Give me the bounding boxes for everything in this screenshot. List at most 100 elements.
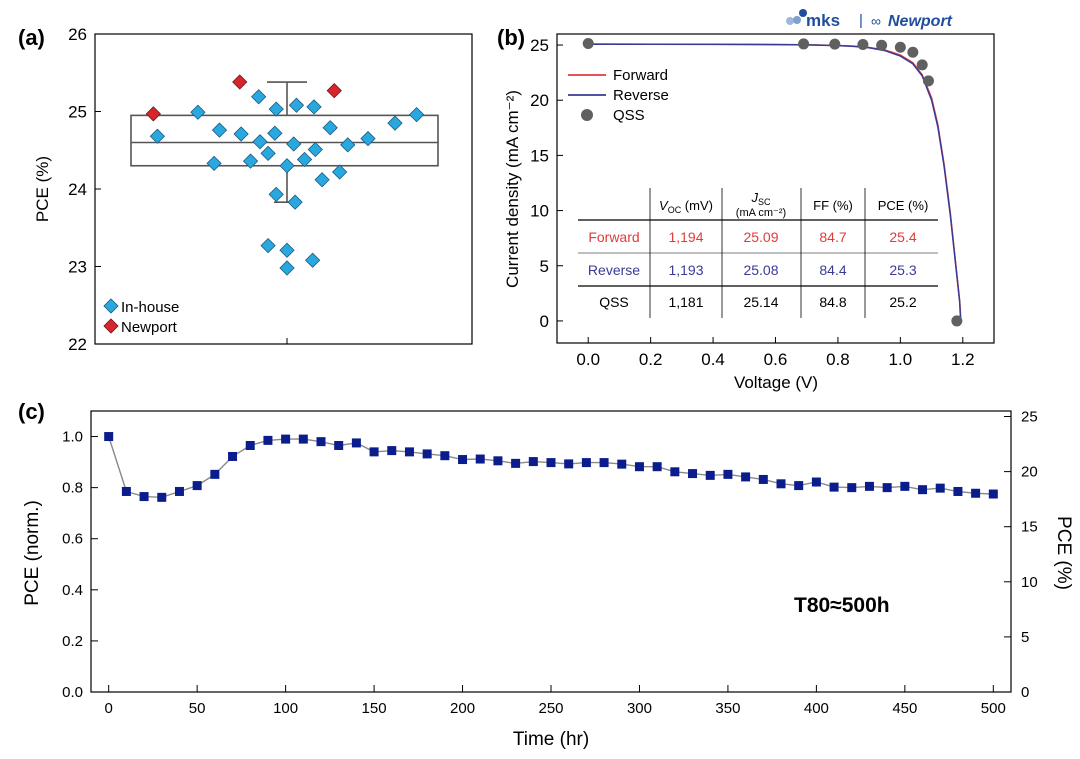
logo-newport-mark-icon: ∞ — [871, 13, 881, 29]
x-axis-label: Time (hr) — [513, 729, 589, 750]
data-point-newport — [145, 106, 161, 122]
data-point-in-house — [211, 122, 228, 138]
data-point-in-house — [267, 125, 283, 141]
data-points — [145, 74, 425, 276]
data-point — [228, 451, 238, 461]
data-point — [829, 482, 839, 492]
table-header-pce: PCE (%) — [878, 198, 929, 213]
logo-separator: | — [859, 12, 863, 29]
x-tick-label: 350 — [715, 700, 740, 717]
table-row-label: Forward — [588, 229, 639, 245]
data-point — [599, 458, 609, 468]
data-point — [971, 488, 981, 498]
data-point-newport — [326, 82, 342, 99]
y-axis-ticks: 22 23 24 25 26 — [68, 25, 288, 354]
y-tick-label-left: 0.0 — [62, 684, 83, 701]
table-cell: 25.09 — [743, 229, 778, 245]
data-point-in-house — [279, 242, 295, 258]
y-axis-label-right: PCE (%) — [1053, 516, 1074, 590]
table-header-jsc: JSC — [750, 190, 771, 207]
y-axis-label: Current density (mA cm⁻²) — [503, 90, 522, 288]
y-tick-label-right: 5 — [1021, 629, 1029, 646]
data-point-in-house — [287, 194, 303, 210]
y-tick-label-right: 20 — [1021, 464, 1038, 481]
data-point-qss — [951, 315, 963, 327]
table-header-jsc-unit: (mA cm⁻²) — [736, 207, 786, 219]
table-cell: 25.4 — [889, 229, 916, 245]
y-tick-label-right: 10 — [1021, 574, 1038, 591]
data-point — [935, 483, 945, 493]
data-point — [918, 485, 928, 495]
x-tick-label: 250 — [538, 700, 563, 717]
data-point-in-house — [286, 136, 302, 152]
data-point — [758, 474, 768, 484]
data-point — [422, 449, 432, 459]
data-point — [511, 458, 521, 468]
data-point — [864, 481, 874, 491]
x-tick-label: 1.0 — [889, 350, 913, 369]
data-point-in-house — [332, 164, 348, 180]
data-point-in-house — [251, 89, 267, 105]
y-tick-label-right: 15 — [1021, 519, 1038, 536]
mks-newport-logo: mks | ∞ Newport — [786, 9, 953, 30]
y-tick-label: 5 — [540, 257, 549, 276]
data-point — [882, 483, 892, 493]
parameter-table: VOC (mV) JSC (mA cm⁻²) FF (%) PCE (%) Fo… — [578, 188, 938, 318]
data-point — [953, 486, 963, 496]
data-point-in-house — [408, 106, 425, 123]
y-tick-label: 10 — [530, 202, 549, 221]
data-point — [334, 440, 344, 450]
table-header-voc: VOC (mV) — [659, 198, 713, 215]
data-point-qss — [876, 39, 888, 51]
data-point — [900, 481, 910, 491]
table-cell: 84.7 — [819, 229, 846, 245]
x-tick-label: 150 — [362, 700, 387, 717]
box-plot — [130, 81, 439, 203]
data-point — [351, 438, 361, 448]
y-tick-label-left: 0.2 — [62, 633, 83, 650]
data-point — [298, 434, 308, 444]
data-point-in-house — [260, 145, 276, 161]
legend-label-in-house: In-house — [121, 299, 179, 316]
data-point-in-house — [190, 104, 206, 120]
data-point-in-house — [322, 120, 338, 136]
logo-dot-icon — [786, 17, 794, 25]
y-tick-label: 0 — [540, 312, 549, 331]
data-point-in-house — [307, 141, 323, 158]
data-point — [705, 470, 715, 480]
data-point — [652, 462, 662, 472]
y-tick-label-left: 0.8 — [62, 480, 83, 497]
data-point-in-house — [268, 101, 284, 117]
data-point — [174, 486, 184, 496]
x-tick-label: 450 — [892, 700, 917, 717]
legend-marker-newport — [103, 318, 119, 334]
axis-ticks: 0.0 0.2 0.4 0.6 0.8 1.0 1.2 0 5 10 15 20 25 — [530, 36, 975, 369]
data-point-in-house — [314, 172, 330, 188]
y-tick-label: 15 — [530, 146, 549, 165]
data-point — [263, 435, 273, 445]
data-point-qss — [907, 46, 919, 58]
panel-label: (c) — [18, 399, 45, 424]
x-tick-label: 1.2 — [951, 350, 975, 369]
y-axis-label-left: PCE (norm.) — [22, 500, 43, 606]
table-header-ff: FF (%) — [813, 198, 853, 213]
data-point — [458, 455, 468, 465]
data-point — [723, 469, 733, 479]
y-tick-label: 23 — [68, 258, 87, 277]
table-body: Forward 1,194 25.09 84.7 25.4 Reverse 1,193 25.… — [588, 229, 917, 310]
y-tick-label-left: 1.0 — [62, 429, 83, 446]
panel-label: (a) — [18, 25, 45, 50]
stability-series — [104, 432, 998, 502]
panel-b: (b) Current density (mA cm⁻²) Voltage (V… — [497, 25, 995, 392]
y-axis-label: PCE (%) — [33, 156, 52, 222]
logo-newport: Newport — [888, 13, 953, 30]
data-point — [528, 457, 538, 467]
legend: In-house Newport — [103, 298, 179, 336]
data-point — [988, 489, 998, 499]
table-cell: 25.3 — [889, 262, 916, 278]
x-tick-label: 0.2 — [639, 350, 663, 369]
y-tick-label: 24 — [68, 180, 87, 199]
data-point — [776, 479, 786, 489]
legend-marker-in-house — [103, 298, 119, 314]
x-tick-label: 400 — [804, 700, 829, 717]
